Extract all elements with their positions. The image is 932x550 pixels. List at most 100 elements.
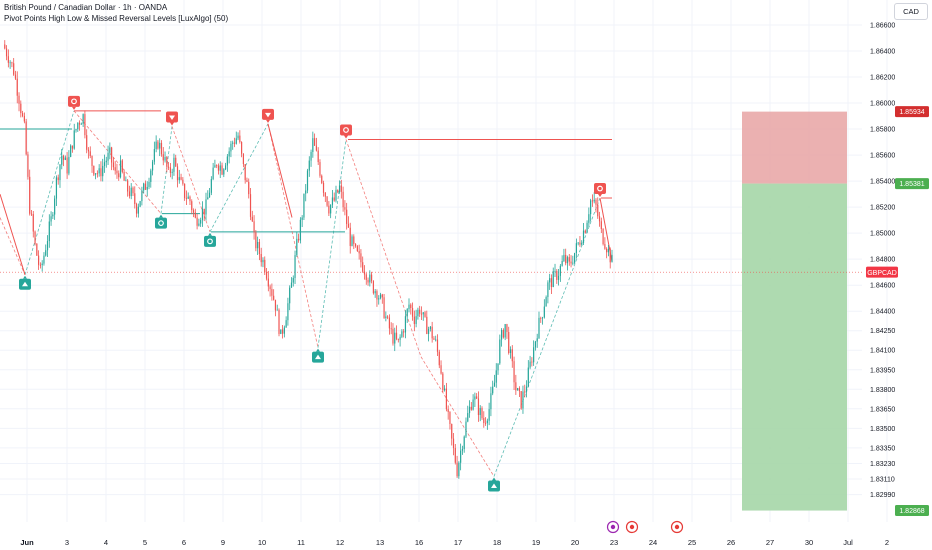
candle-body[interactable]: [527, 367, 529, 387]
candle-body[interactable]: [365, 274, 367, 280]
pivot-low-marker[interactable]: [312, 348, 324, 363]
candle-body[interactable]: [388, 317, 391, 329]
candle-body[interactable]: [403, 331, 405, 333]
candle-body[interactable]: [20, 103, 22, 114]
candle-body[interactable]: [440, 365, 442, 374]
candle-body[interactable]: [34, 231, 36, 244]
candle-body[interactable]: [301, 217, 303, 220]
candle-body[interactable]: [447, 409, 449, 413]
candle-body[interactable]: [264, 259, 266, 273]
candle-body[interactable]: [563, 254, 565, 261]
candle-body[interactable]: [25, 121, 27, 155]
candle-body[interactable]: [454, 448, 456, 463]
candle-body[interactable]: [281, 329, 284, 334]
candle-body[interactable]: [559, 265, 561, 276]
candle-body[interactable]: [438, 351, 440, 366]
candle-body[interactable]: [305, 190, 307, 194]
candle-body[interactable]: [23, 115, 25, 122]
candle-body[interactable]: [119, 160, 122, 178]
candle-body[interactable]: [367, 279, 369, 283]
candle-body[interactable]: [417, 309, 419, 317]
candle-body[interactable]: [549, 278, 551, 283]
candle-body[interactable]: [182, 179, 184, 184]
candle-body[interactable]: [80, 123, 82, 125]
candle-body[interactable]: [148, 181, 150, 187]
candle-body[interactable]: [481, 408, 483, 419]
candle-body[interactable]: [426, 316, 428, 334]
candle-body[interactable]: [57, 177, 59, 181]
candle-body[interactable]: [52, 214, 54, 217]
candle-body[interactable]: [435, 339, 437, 341]
indicator-title[interactable]: Pivot Points High Low & Missed Reversal …: [4, 13, 229, 23]
candle-body[interactable]: [374, 291, 376, 294]
candle-body[interactable]: [500, 330, 503, 340]
candle-body[interactable]: [103, 162, 106, 166]
candle-body[interactable]: [383, 297, 385, 318]
candle-body[interactable]: [100, 168, 102, 177]
candle-body[interactable]: [547, 282, 549, 298]
candle-body[interactable]: [249, 194, 252, 217]
candle-body[interactable]: [520, 391, 522, 409]
candle-body[interactable]: [484, 422, 487, 424]
candle-body[interactable]: [219, 165, 221, 171]
take-profit-zone[interactable]: [742, 183, 847, 511]
pivot-low-marker[interactable]: [204, 232, 216, 247]
candle-body[interactable]: [460, 450, 462, 463]
candle-body[interactable]: [397, 338, 399, 340]
candle-body[interactable]: [208, 192, 211, 198]
candle-body[interactable]: [267, 278, 269, 287]
candle-body[interactable]: [296, 238, 298, 256]
candle-body[interactable]: [235, 138, 237, 144]
candle-body[interactable]: [467, 413, 469, 422]
candle-body[interactable]: [160, 142, 163, 155]
candle-body[interactable]: [70, 145, 72, 157]
candle-body[interactable]: [584, 230, 586, 233]
candle-body[interactable]: [588, 214, 590, 223]
candle-body[interactable]: [255, 232, 257, 249]
candle-body[interactable]: [486, 420, 488, 424]
candle-body[interactable]: [89, 151, 91, 157]
pivot-high-marker[interactable]: [166, 111, 178, 126]
candle-body[interactable]: [337, 189, 339, 193]
candle-body[interactable]: [358, 251, 360, 254]
candle-body[interactable]: [557, 275, 560, 280]
candle-body[interactable]: [499, 339, 501, 364]
candle-body[interactable]: [590, 200, 592, 215]
candle-body[interactable]: [62, 155, 65, 160]
candle-body[interactable]: [349, 227, 351, 246]
candle-body[interactable]: [415, 316, 417, 324]
candle-body[interactable]: [529, 361, 531, 368]
candle-body[interactable]: [176, 166, 179, 181]
candle-body[interactable]: [399, 336, 401, 340]
candle-body[interactable]: [598, 216, 601, 222]
candle-body[interactable]: [46, 241, 49, 251]
candle-body[interactable]: [310, 151, 312, 161]
candle-body[interactable]: [581, 242, 583, 245]
candle-body[interactable]: [237, 135, 239, 139]
candle-body[interactable]: [378, 298, 380, 300]
candle-body[interactable]: [518, 388, 521, 392]
candle-body[interactable]: [354, 243, 357, 247]
candle-body[interactable]: [524, 391, 526, 393]
candle-body[interactable]: [442, 373, 444, 391]
candle-body[interactable]: [283, 327, 285, 334]
candle-body[interactable]: [27, 154, 29, 177]
candle-body[interactable]: [111, 147, 113, 163]
symbol-title[interactable]: British Pound / Canadian Dollar · 1h · O…: [4, 3, 168, 12]
candle-body[interactable]: [306, 170, 309, 191]
candle-body[interactable]: [515, 382, 517, 391]
candle-body[interactable]: [214, 165, 216, 168]
candle-body[interactable]: [470, 406, 472, 410]
candle-body[interactable]: [451, 423, 453, 439]
candle-body[interactable]: [273, 295, 275, 300]
candle-body[interactable]: [472, 399, 474, 410]
candle-body[interactable]: [64, 157, 66, 160]
candle-body[interactable]: [410, 304, 412, 309]
candle-body[interactable]: [123, 171, 125, 181]
candle-body[interactable]: [533, 347, 535, 363]
candle-body[interactable]: [303, 193, 305, 218]
candle-body[interactable]: [21, 113, 24, 116]
candle-body[interactable]: [109, 147, 111, 153]
candle-body[interactable]: [362, 262, 364, 272]
candle-body[interactable]: [314, 138, 316, 146]
